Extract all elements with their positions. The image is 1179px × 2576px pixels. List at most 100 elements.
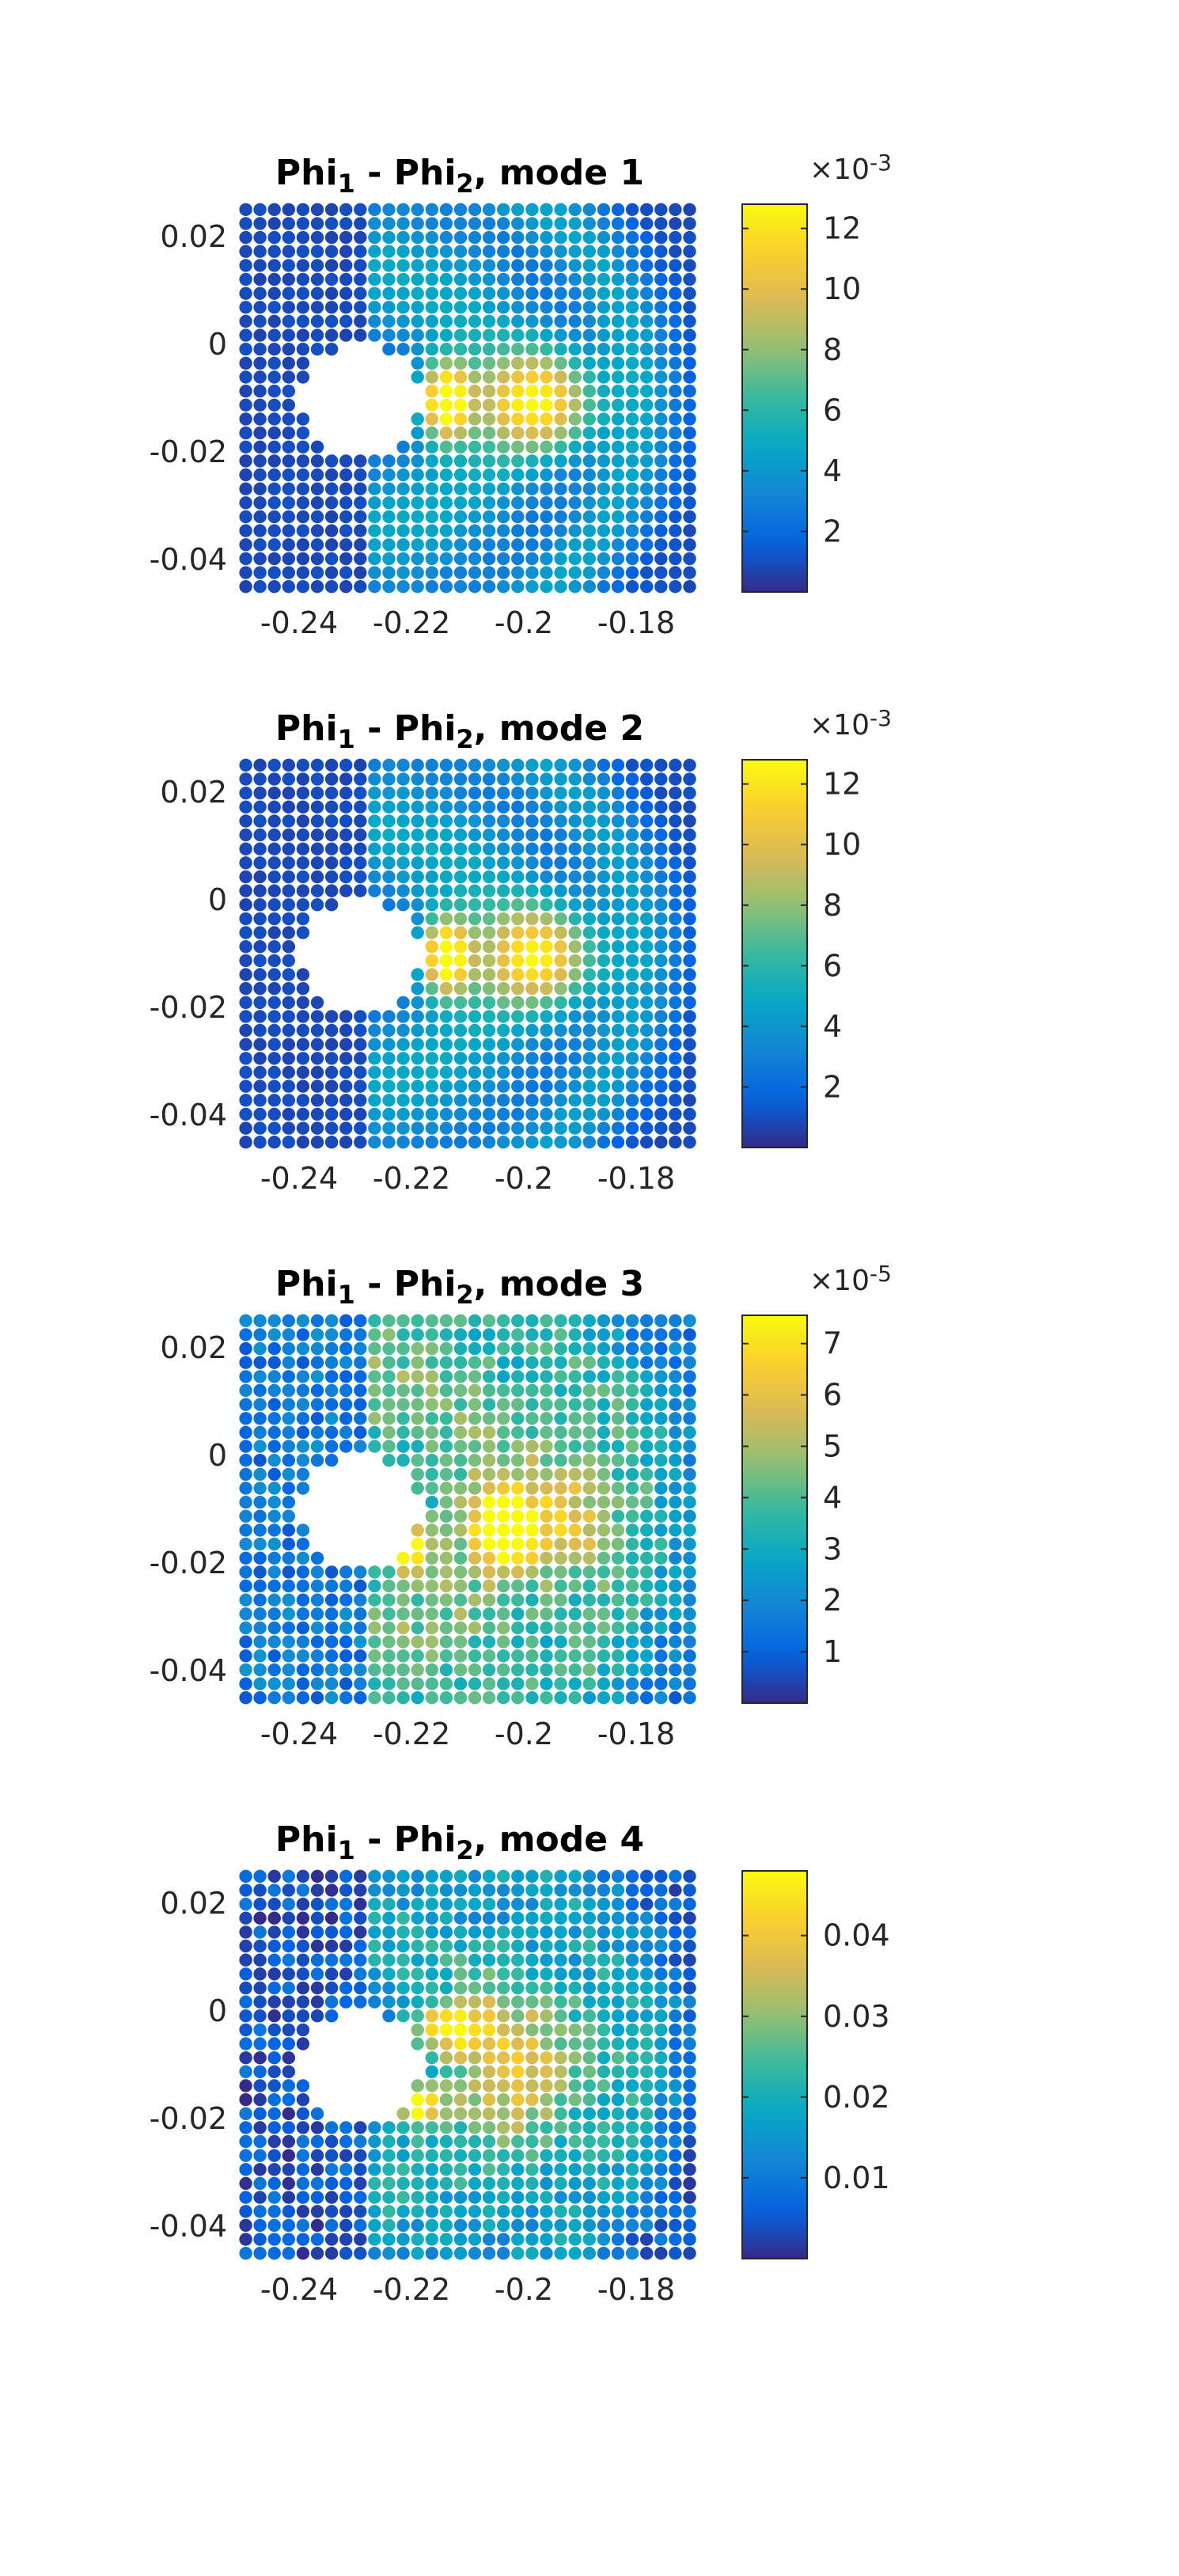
data-point <box>310 217 324 230</box>
data-point <box>253 842 267 856</box>
data-point <box>396 1341 410 1356</box>
data-point <box>396 2247 410 2260</box>
data-point <box>568 1398 582 1411</box>
data-point <box>554 2205 567 2218</box>
y-tick-label: 0.02 <box>160 1886 227 1921</box>
data-point <box>439 552 453 566</box>
chart-title: Phi1 - Phi2, mode 4 <box>275 1819 644 1865</box>
data-point <box>253 1897 267 1911</box>
data-point <box>683 968 696 981</box>
data-point <box>640 2037 654 2051</box>
data-point <box>482 1023 496 1038</box>
data-point <box>324 217 339 230</box>
data-point <box>425 968 438 981</box>
data-point <box>396 1635 410 1648</box>
data-point <box>540 2163 553 2176</box>
data-point <box>324 524 339 537</box>
data-point <box>654 1079 668 1093</box>
data-point <box>554 800 567 814</box>
data-point <box>253 1967 267 1981</box>
data-point <box>669 1981 682 1995</box>
data-point <box>439 2023 453 2037</box>
data-point <box>611 328 625 342</box>
data-point <box>540 1981 553 1995</box>
data-point <box>640 356 654 370</box>
data-point <box>482 1425 496 1440</box>
data-point <box>239 968 252 981</box>
data-point <box>253 482 267 495</box>
data-point <box>597 356 611 370</box>
data-point <box>310 842 324 856</box>
data-point <box>654 1884 668 1897</box>
data-point <box>582 426 596 440</box>
data-point <box>253 786 267 800</box>
data-point <box>640 1496 654 1509</box>
data-point <box>382 454 396 468</box>
data-point <box>482 2009 496 2023</box>
data-point <box>654 203 668 216</box>
data-point <box>253 2134 267 2149</box>
data-point <box>324 1052 339 1065</box>
data-point <box>568 996 582 1010</box>
data-point <box>640 2121 654 2134</box>
data-point <box>554 1981 567 1995</box>
data-point <box>669 1884 682 1897</box>
data-point <box>339 1579 353 1593</box>
data-point <box>525 1440 539 1453</box>
data-point <box>310 314 324 328</box>
data-point <box>354 1383 367 1398</box>
data-point <box>468 2092 482 2107</box>
data-point <box>568 1523 582 1537</box>
data-point <box>439 996 453 1010</box>
data-point <box>669 272 682 286</box>
data-point <box>354 1869 367 1883</box>
data-point <box>540 538 553 552</box>
data-point <box>597 454 611 468</box>
data-point <box>482 842 496 856</box>
data-point <box>239 440 252 453</box>
data-point <box>253 1496 267 1509</box>
data-point <box>611 1121 625 1135</box>
data-point <box>640 2191 654 2204</box>
data-point <box>253 245 267 258</box>
data-point <box>625 566 639 579</box>
data-point <box>324 1677 339 1690</box>
data-point <box>554 1621 567 1635</box>
data-point <box>597 412 611 426</box>
data-point <box>683 1079 696 1093</box>
data-point <box>525 482 539 495</box>
data-point <box>511 1107 525 1121</box>
colorbar-tick-label: 4 <box>823 453 842 488</box>
data-point <box>625 1314 639 1328</box>
data-point <box>453 272 468 286</box>
data-point <box>239 1509 252 1523</box>
data-point <box>497 814 510 828</box>
colorbar-tick-label: 5 <box>823 1428 842 1463</box>
data-point <box>239 301 252 314</box>
data-point <box>382 2218 396 2233</box>
data-point <box>611 1356 625 1369</box>
data-point <box>640 524 654 537</box>
data-point <box>396 2107 410 2120</box>
data-point <box>497 1551 510 1565</box>
data-point <box>411 426 424 440</box>
data-point <box>511 356 525 370</box>
data-point <box>540 259 553 272</box>
data-point <box>310 2107 324 2120</box>
data-point <box>554 1884 567 1897</box>
data-point <box>439 1995 453 2009</box>
data-point <box>497 2247 510 2260</box>
data-point <box>640 1677 654 1690</box>
data-point <box>654 1314 668 1328</box>
data-point <box>540 1398 553 1411</box>
data-point <box>582 2009 596 2023</box>
data-point <box>267 1579 281 1593</box>
data-point <box>253 385 267 398</box>
data-point <box>453 2205 468 2218</box>
data-point <box>482 1454 496 1467</box>
data-point <box>683 884 696 897</box>
data-point <box>239 1398 252 1411</box>
data-point <box>683 2121 696 2134</box>
data-point <box>310 2121 324 2134</box>
